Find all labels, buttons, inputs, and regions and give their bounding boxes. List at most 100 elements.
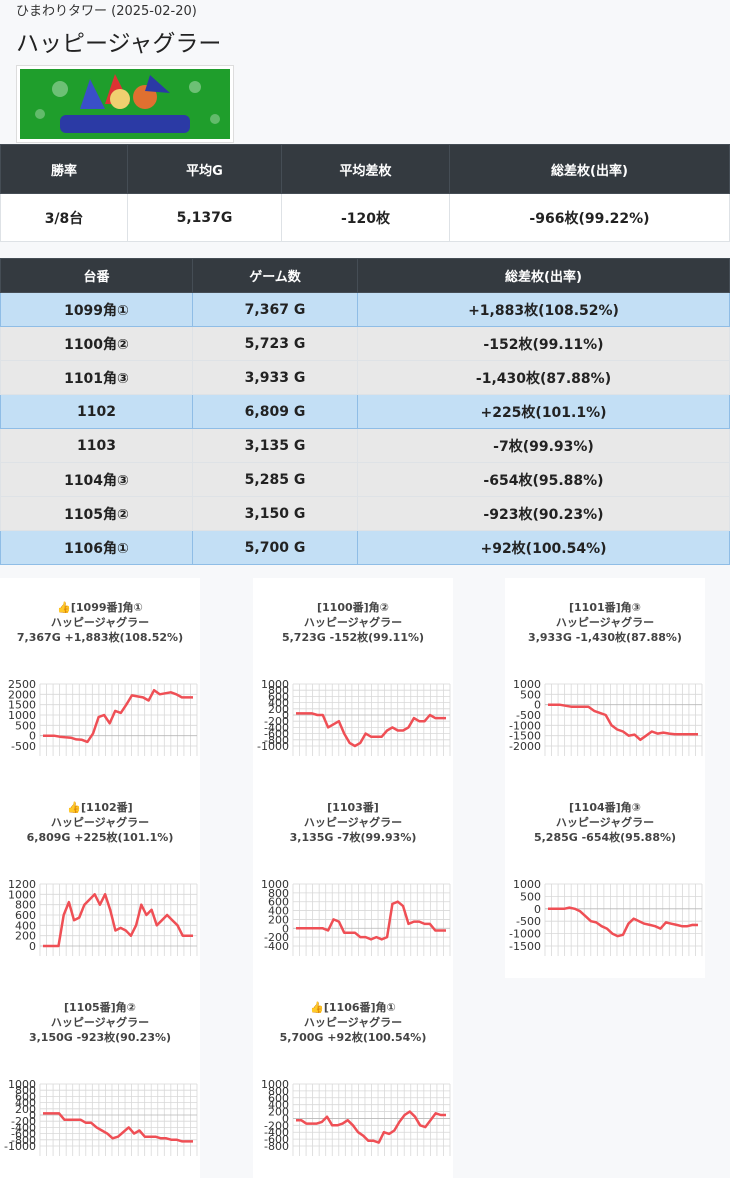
header-avg-games: 平均G bbox=[127, 144, 282, 194]
y-tick-label: -1000 bbox=[4, 1140, 36, 1153]
machine-games: 5,700 G bbox=[192, 530, 358, 565]
value-total-diff: -966枚(99.22%) bbox=[449, 193, 730, 242]
y-tick-label: -600 bbox=[11, 1128, 36, 1141]
machine-result: -1,430枚(87.88%) bbox=[357, 360, 730, 395]
table-row: 1099角① 7,367 G +1,883枚(108.52%) bbox=[0, 292, 730, 327]
y-tick-label: 800 bbox=[15, 1084, 36, 1097]
chart-header: 👍[1106番]角① ハッピージャグラー 5,700G +92枚(100.54%) bbox=[253, 978, 453, 1078]
y-tick-label: 1000 bbox=[8, 709, 36, 722]
y-tick-label: 0 bbox=[29, 940, 36, 953]
y-tick-label: -800 bbox=[11, 1134, 36, 1147]
chart-header: [1100番]角② ハッピージャグラー 5,723G -152枚(99.11%) bbox=[253, 578, 453, 678]
header-win-rate: 勝率 bbox=[0, 144, 128, 194]
y-tick-label: 2500 bbox=[8, 678, 36, 691]
header-game-count: ゲーム数 bbox=[192, 258, 358, 293]
chart-header: [1105番]角② ハッピージャグラー 3,150G -923枚(90.23%) bbox=[0, 978, 200, 1078]
machine-number: 1106角① bbox=[0, 530, 193, 565]
y-tick-label: -1500 bbox=[509, 940, 541, 953]
series-line bbox=[43, 1112, 193, 1143]
chart-title: [1104番]角③ bbox=[569, 801, 641, 814]
chart-card: [1103番] ハッピージャグラー 3,135G -7枚(99.93%) 1000 80… bbox=[253, 778, 453, 978]
y-tick-label: 2000 bbox=[8, 688, 36, 701]
machine-number: 1099角① bbox=[0, 292, 193, 327]
y-tick-label: 800 bbox=[15, 899, 36, 912]
y-tick-label: 200 bbox=[268, 703, 289, 716]
juggler-logo bbox=[20, 69, 230, 139]
y-tick-label: 0 bbox=[29, 1109, 36, 1122]
machine-result: -654枚(95.88%) bbox=[357, 462, 730, 497]
series-line bbox=[43, 893, 193, 948]
y-tick-label: 800 bbox=[268, 1085, 289, 1098]
y-tick-label: 800 bbox=[268, 887, 289, 900]
series-line bbox=[296, 900, 446, 941]
y-tick-label: 200 bbox=[15, 930, 36, 943]
y-tick-label: 1000 bbox=[8, 1078, 36, 1091]
chart-machine: ハッピージャグラー bbox=[555, 616, 655, 629]
y-tick-label: -200 bbox=[264, 931, 289, 944]
y-tick-label: -200 bbox=[264, 1119, 289, 1132]
chart-card: 👍[1102番] ハッピージャグラー 6,809G +225枚(101.1%) 120… bbox=[0, 778, 200, 978]
y-tick-label: 1000 bbox=[513, 678, 541, 691]
machine-result: -152枚(99.11%) bbox=[357, 326, 730, 361]
table-row: 1101角③ 3,933 G -1,430枚(87.88%) bbox=[0, 360, 730, 395]
header-machine-number: 台番 bbox=[0, 258, 193, 293]
y-tick-label: -200 bbox=[264, 715, 289, 728]
y-tick-label: 600 bbox=[268, 1092, 289, 1105]
y-tick-label: -2000 bbox=[509, 740, 541, 753]
chart-stats: 3,150G -923枚(90.23%) bbox=[28, 1031, 172, 1044]
y-tick-label: 1000 bbox=[261, 678, 289, 691]
machine-games: 3,933 G bbox=[192, 360, 358, 395]
machine-result: -7枚(99.93%) bbox=[357, 428, 730, 463]
machine-banner-image bbox=[16, 65, 234, 143]
y-tick-label: 400 bbox=[268, 905, 289, 918]
table-row: 1105角② 3,150 G -923枚(90.23%) bbox=[0, 496, 730, 531]
chart-stats: 5,285G -654枚(95.88%) bbox=[533, 831, 677, 844]
table-row: 1102 6,809 G +225枚(101.1%) bbox=[0, 394, 730, 429]
chart-header: 👍[1102番] ハッピージャグラー 6,809G +225枚(101.1%) bbox=[0, 778, 200, 878]
machine-games: 7,367 G bbox=[192, 292, 358, 327]
y-tick-label: 600 bbox=[268, 896, 289, 909]
y-tick-label: -400 bbox=[264, 721, 289, 734]
chart-card: 👍[1106番]角① ハッピージャグラー 5,700G +92枚(100.54%) 1… bbox=[253, 978, 453, 1178]
y-tick-label: -800 bbox=[264, 734, 289, 747]
chart-title: 👍[1102番] bbox=[67, 801, 133, 814]
y-tick-label: 1500 bbox=[8, 699, 36, 712]
y-tick-label: 0 bbox=[534, 903, 541, 916]
y-tick-label: -400 bbox=[264, 1126, 289, 1139]
chart-title: 👍[1099番]角① bbox=[57, 601, 143, 614]
chart-card: [1104番]角③ ハッピージャグラー 5,285G -654枚(95.88%) 10… bbox=[505, 778, 705, 978]
machine-number: 1102 bbox=[0, 394, 193, 429]
chart-machine: ハッピージャグラー bbox=[50, 1016, 150, 1029]
chart-stats: 3,933G -1,430枚(87.88%) bbox=[528, 631, 682, 644]
header-total-diff: 総差枚(出率) bbox=[449, 144, 730, 194]
chart-title: [1100番]角② bbox=[317, 601, 389, 614]
y-tick-label: -500 bbox=[516, 709, 541, 722]
series-line bbox=[296, 1110, 446, 1144]
y-tick-label: -1500 bbox=[509, 730, 541, 743]
machine-number: 1103 bbox=[0, 428, 193, 463]
y-tick-label: 200 bbox=[268, 1106, 289, 1119]
chart-machine: ハッピージャグラー bbox=[50, 616, 150, 629]
y-tick-label: -600 bbox=[264, 1133, 289, 1146]
series-line bbox=[296, 712, 446, 748]
chart-stats: 5,700G +92枚(100.54%) bbox=[279, 1031, 427, 1044]
machine-number: 1100角② bbox=[0, 326, 193, 361]
machine-games: 3,150 G bbox=[192, 496, 358, 531]
table-row: 1106角① 5,700 G +92枚(100.54%) bbox=[0, 530, 730, 565]
y-tick-label: 0 bbox=[282, 709, 289, 722]
y-tick-label: 500 bbox=[520, 688, 541, 701]
machine-number: 1101角③ bbox=[0, 360, 193, 395]
chart-header: [1103番] ハッピージャグラー 3,135G -7枚(99.93%) bbox=[253, 778, 453, 878]
series-line bbox=[43, 688, 193, 744]
machine-games: 6,809 G bbox=[192, 394, 358, 429]
y-tick-label: -500 bbox=[11, 740, 36, 753]
chart-header: [1104番]角③ ハッピージャグラー 5,285G -654枚(95.88%) bbox=[505, 778, 705, 878]
y-tick-label: 1200 bbox=[8, 878, 36, 891]
value-win-rate: 3/8台 bbox=[0, 193, 128, 242]
chart-stats: 7,367G +1,883枚(108.52%) bbox=[16, 631, 184, 644]
chart-header: [1101番]角③ ハッピージャグラー 3,933G -1,430枚(87.88%) bbox=[505, 578, 705, 678]
y-tick-label: -1000 bbox=[257, 740, 289, 753]
